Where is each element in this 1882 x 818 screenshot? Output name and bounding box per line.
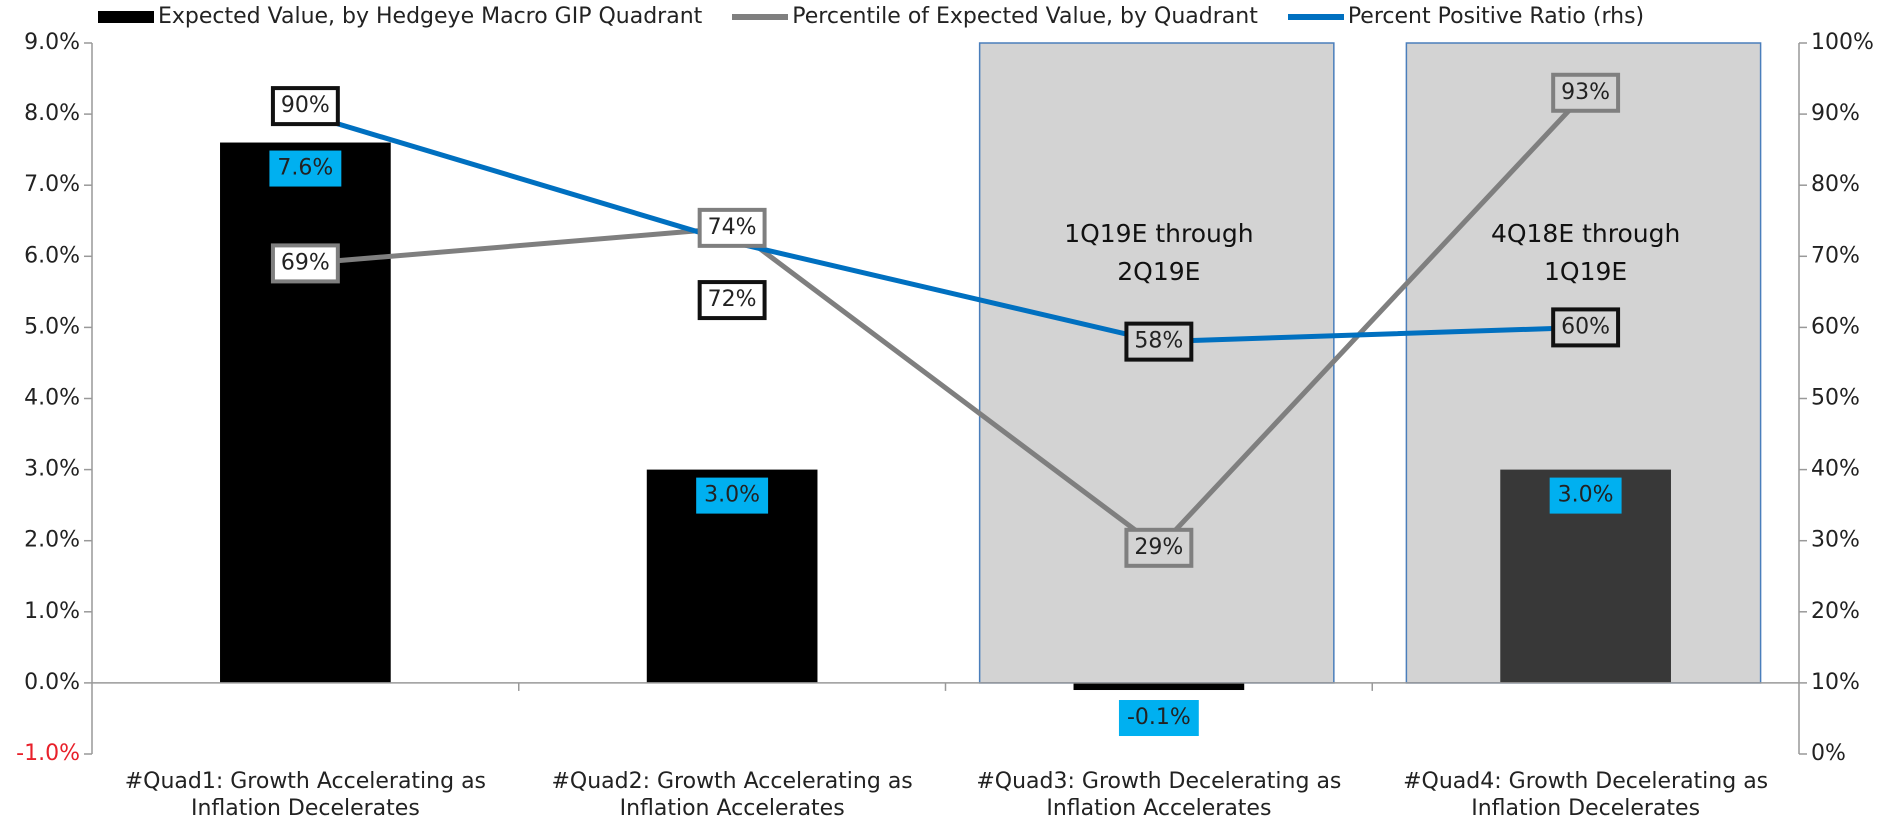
shaded-region [978,42,1335,684]
y-tick-label: 4.0% [24,386,80,411]
data-label: 29% [1134,535,1183,560]
data-label-box [1549,477,1622,514]
bar [1073,682,1245,691]
data-label-group: 3.0% [1549,477,1622,514]
y-tick-label: 6.0% [24,243,80,268]
y-tick-label: 0.0% [24,670,80,695]
legend-swatch [1287,13,1344,20]
y-tick-label: 2.0% [24,528,80,553]
y2-tick-label: 10% [1811,670,1860,695]
data-label: 93% [1561,80,1610,105]
y2-tick-label: 0% [1811,741,1846,766]
y-tick-label: 3.0% [24,457,80,482]
legend-label: Percent Positive Ratio (rhs) [1347,4,1645,29]
data-label: 74% [708,215,757,240]
data-label-box [1118,700,1199,737]
data-label: 90% [281,93,330,118]
data-label-box [270,243,340,284]
line [305,91,1588,552]
data-label: 69% [281,250,330,275]
data-label-group: 69% [270,243,340,284]
data-label-group: -0.1% [1118,700,1199,737]
data-label: 60% [1561,314,1610,339]
y-tick-label: 1.0% [24,599,80,624]
legend: Expected Value, by Hedgeye Macro GIP Qua… [98,4,1644,29]
y-tick-label: 5.0% [24,314,80,339]
legend-swatch [98,10,154,23]
data-label-group: 90% [270,86,340,127]
data-label: 72% [708,287,757,312]
data-label-box [697,207,767,248]
y2-tick-label: 100% [1811,30,1874,55]
data-label: 7.6% [277,156,333,181]
data-label-group: 60% [1551,307,1621,348]
y2-tick-label: 30% [1811,528,1860,553]
x-tick-label: #Quad2: Growth Accelerating as Inflation… [551,769,913,818]
y2-tick-label: 20% [1811,599,1860,624]
data-label-group: 3.0% [696,477,769,514]
annotation: 4Q18E through 1Q19E [1490,219,1681,286]
bar [220,142,391,683]
data-label-group: 72% [697,280,767,321]
y2-tick-label: 90% [1811,101,1860,126]
data-label-box [1551,72,1621,113]
x-tick-label: #Quad3: Growth Decelerating as Inflation… [976,769,1342,818]
data-label-box [270,86,340,127]
legend-item: Expected Value, by Hedgeye Macro GIP Qua… [98,4,702,29]
data-label-group: 29% [1124,527,1194,568]
y2-tick-label: 40% [1811,457,1860,482]
legend-item: Percentile of Expected Value, by Quadran… [732,4,1258,29]
data-label-box [1551,307,1621,348]
data-label-group: 7.6% [269,150,342,187]
legend-item: Percent Positive Ratio (rhs) [1287,4,1645,29]
data-label-group: 74% [697,207,767,248]
line [304,111,1586,345]
data-label-group: 93% [1551,72,1621,113]
y-tick-label: 8.0% [24,101,80,126]
data-label-box [1124,527,1194,568]
y-tick-label: -1.0% [16,741,80,766]
x-tick-label: #Quad4: Growth Decelerating as Inflation… [1403,769,1769,818]
data-label: 58% [1134,329,1183,354]
data-label-box [696,477,769,514]
data-label-box [1124,321,1194,362]
y2-tick-label: 50% [1811,386,1860,411]
data-label: 3.0% [1558,483,1614,508]
data-label-box [269,150,342,187]
data-label: -0.1% [1127,705,1191,730]
y2-tick-label: 60% [1811,314,1860,339]
y2-tick-label: 70% [1811,243,1860,268]
legend-label: Percentile of Expected Value, by Quadran… [792,4,1258,29]
data-label: 3.0% [704,483,760,508]
y-tick-label: 9.0% [24,30,80,55]
legend-label: Expected Value, by Hedgeye Macro GIP Qua… [158,4,703,29]
y2-tick-label: 80% [1811,172,1860,197]
y-tick-label: 7.0% [24,172,80,197]
data-label-group: 58% [1124,321,1194,362]
annotation: 1Q19E through 2Q19E [1064,219,1254,286]
legend-swatch [732,13,789,20]
data-label-box [697,280,767,321]
x-tick-label: #Quad1: Growth Accelerating as Inflation… [124,769,487,818]
